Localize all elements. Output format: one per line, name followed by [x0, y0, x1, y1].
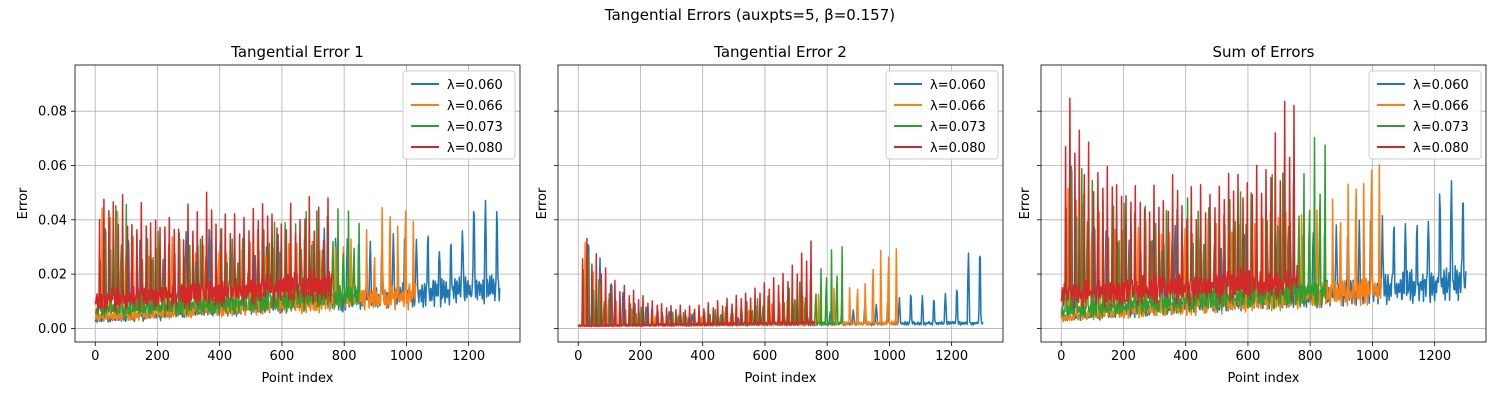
- y-axis-label: Error: [1018, 187, 1033, 219]
- figure-suptitle: Tangential Errors (auxpts=5, β=0.157): [604, 6, 895, 24]
- y-tick-label: 0.02: [38, 268, 67, 283]
- legend-box: [885, 70, 999, 160]
- axes-frame: [74, 64, 521, 343]
- x-axis-label: Point index: [745, 371, 817, 386]
- x-axis-label: Point index: [1228, 371, 1300, 386]
- x-tick-label: 800: [332, 349, 357, 364]
- x-tick-label: 1000: [390, 349, 423, 364]
- x-tick-label: 200: [628, 349, 653, 364]
- series-group: [577, 237, 984, 328]
- legend-label-2: λ=0.066: [1413, 99, 1469, 114]
- series-line-3: [94, 204, 361, 318]
- x-tick-label: 600: [1236, 349, 1261, 364]
- x-tick-label: 0: [1057, 349, 1065, 364]
- x-tick-label: 200: [1111, 349, 1136, 364]
- legend-label-4: λ=0.080: [1413, 141, 1469, 156]
- y-tick-label: 0.04: [38, 213, 67, 228]
- y-axis-label: Error: [535, 187, 550, 219]
- x-axis-label: Point index: [262, 371, 334, 386]
- legend-label-3: λ=0.073: [1413, 120, 1469, 135]
- x-tick-label: 0: [574, 349, 582, 364]
- series-line-4: [1060, 97, 1299, 310]
- subplot-title: Tangential Error 1: [230, 43, 364, 61]
- legend-label-4: λ=0.080: [447, 141, 503, 156]
- legend-box: [402, 70, 516, 160]
- legend-label-4: λ=0.080: [930, 141, 986, 156]
- legend-label-2: λ=0.066: [930, 99, 986, 114]
- subplots: 0 200 400 600 800 1000 1200 0.00 0.02 0.04 0.06 0.0…: [16, 43, 1487, 386]
- x-tick-label: 1000: [1356, 349, 1389, 364]
- x-tick-label: 1200: [935, 349, 968, 364]
- legend-label-3: λ=0.073: [447, 120, 503, 135]
- axes-frame: [1040, 64, 1487, 343]
- subplot-2: 0 200 400 600 800 1000 1200 Tangential Error 2 P…: [535, 43, 1004, 386]
- legend-label-1: λ=0.060: [1413, 78, 1469, 93]
- x-tick-label: 600: [753, 349, 778, 364]
- x-tick-label: 400: [207, 349, 232, 364]
- series-line-1: [94, 199, 501, 324]
- legend-label-2: λ=0.066: [447, 99, 503, 114]
- legend-label-1: λ=0.060: [447, 78, 503, 93]
- x-tick-label: 800: [815, 349, 840, 364]
- series-group: [94, 191, 501, 324]
- x-tick-label: 400: [1173, 349, 1198, 364]
- x-tick-label: 1200: [1418, 349, 1451, 364]
- series-line-2: [94, 207, 417, 322]
- x-tick-label: 1200: [452, 349, 485, 364]
- y-axis-label: Error: [16, 187, 31, 219]
- y-tick-label: 0.06: [38, 159, 67, 174]
- x-tick-label: 800: [1298, 349, 1323, 364]
- x-tick-label: 1000: [873, 349, 906, 364]
- subplot-1: 0 200 400 600 800 1000 1200 0.00 0.02 0.04 0.06 0.0…: [16, 43, 521, 386]
- x-tick-label: 200: [145, 349, 170, 364]
- y-tick-label: 0.08: [38, 105, 67, 120]
- legend-label-1: λ=0.060: [930, 78, 986, 93]
- subplot-title: Sum of Errors: [1212, 43, 1314, 61]
- series-group: [1060, 97, 1467, 323]
- y-tick-label: 0.00: [38, 322, 67, 337]
- subplot-3: 0 200 400 600 800 1000 1200 Sum of Errors Point …: [1018, 43, 1487, 386]
- series-line-4: [577, 237, 816, 328]
- axes-frame: [557, 64, 1004, 343]
- series-line-4: [94, 191, 333, 313]
- subplot-title: Tangential Error 2: [713, 43, 847, 61]
- x-tick-label: 600: [270, 349, 295, 364]
- x-tick-label: 0: [91, 349, 99, 364]
- x-tick-label: 400: [690, 349, 715, 364]
- legend-label-3: λ=0.073: [930, 120, 986, 135]
- legend-box: [1368, 70, 1482, 160]
